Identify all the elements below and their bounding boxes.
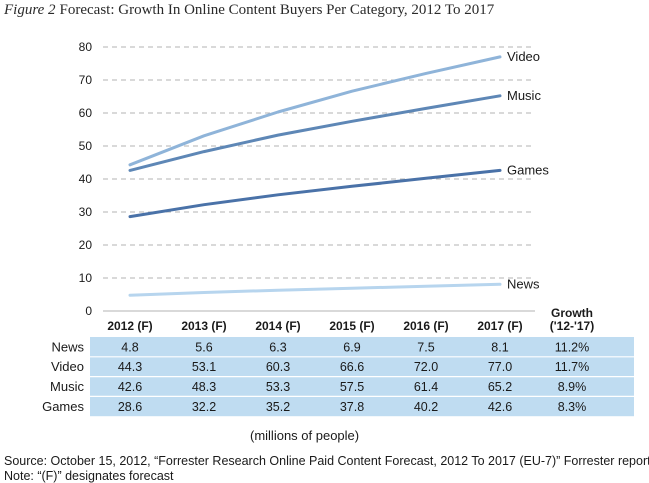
table-cell: 66.6 [340,360,364,374]
title-text: Forecast: Growth In Online Content Buyer… [59,2,495,18]
series-label-video: Video [507,49,540,64]
figure-label: Figure 2 [4,2,56,18]
y-tick-label-0: 0 [85,304,92,318]
table-cell: 44.3 [118,360,142,374]
table-cell: 6.9 [343,340,360,354]
column-header: 2013 (F) [181,319,226,333]
column-header: 2017 (F) [477,319,522,333]
table-cell: 65.2 [488,380,512,394]
series-label-games: Games [507,162,549,177]
series-line-news [128,282,502,297]
growth-cell: 11.2% [555,340,590,354]
chart-title: Figure 2 Forecast: Growth In Online Conte… [4,2,494,19]
table-cell: 6.3 [269,340,286,354]
column-header: 2014 (F) [255,319,300,333]
series-lines [128,55,502,297]
column-header: 2016 (F) [403,319,448,333]
table-cell: 53.3 [266,380,290,394]
table-cell: 61.4 [414,380,438,394]
table-cell: 77.0 [488,360,512,374]
growth-header: Growth [551,306,593,320]
growth-cell: 8.3% [558,400,587,414]
y-axis: 0 10 20 30 40 50 60 70 80 [79,40,93,318]
series-line-games [128,168,502,219]
series-label-news: News [507,276,540,291]
table-cell: 35.2 [266,400,290,414]
series-line-music [128,94,502,172]
units-label: (millions of people) [250,428,360,443]
table-cell: 7.5 [417,340,434,354]
note-text: Note: “(F)” designates forecast [4,469,174,483]
row-label-news: News [51,339,84,354]
y-tick-label-40: 40 [79,172,93,186]
data-table: 2012 (F) 2013 (F) 2014 (F) 2015 (F) 2016 (F)… [42,306,634,417]
column-header: 2015 (F) [329,319,374,333]
column-header: 2012 (F) [107,319,152,333]
table-cell: 48.3 [192,380,216,394]
y-tick-label-20: 20 [79,238,93,252]
y-tick-label-50: 50 [79,139,93,153]
growth-cell: 11.7% [555,360,590,374]
series-label-music: Music [507,88,541,103]
table-cell: 42.6 [118,380,142,394]
growth-subheader: ('12-'17) [550,319,594,333]
table-cell: 40.2 [414,400,438,414]
table-cell: 37.8 [340,400,364,414]
table-cell: 72.0 [414,360,438,374]
chart-svg: 0 10 20 30 40 50 60 70 80 Video Music Games News 20… [42,40,634,417]
table-cell: 8.1 [491,340,508,354]
y-tick-label-60: 60 [79,106,93,120]
gridlines [103,46,535,312]
table-cell: 53.1 [192,360,216,374]
row-label-games: Games [42,399,84,414]
series-line-video [128,55,502,167]
table-cell: 5.6 [195,340,212,354]
table-cell: 57.5 [340,380,364,394]
y-tick-label-10: 10 [79,271,93,285]
y-tick-label-70: 70 [79,73,93,87]
growth-cell: 8.9% [558,380,587,394]
series-labels: Video Music Games News [507,49,549,291]
row-label-music: Music [50,379,84,394]
table-cell: 60.3 [266,360,290,374]
table-cell: 42.6 [488,400,512,414]
source-text: Source: October 15, 2012, “Forrester Res… [4,454,649,468]
y-tick-label-80: 80 [79,40,93,54]
y-tick-label-30: 30 [79,205,93,219]
table-cell: 28.6 [118,400,142,414]
row-label-video: Video [51,359,84,374]
table-cell: 32.2 [192,400,216,414]
table-cell: 4.8 [121,340,138,354]
